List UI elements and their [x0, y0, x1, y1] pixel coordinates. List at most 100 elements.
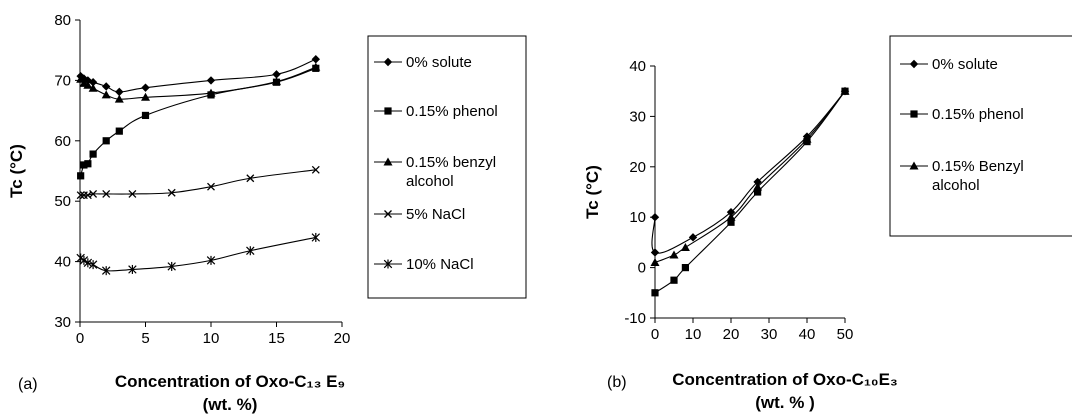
b-y-axis-title: Tc (°C): [583, 165, 602, 219]
a-series-1-point: [311, 55, 320, 64]
a-series-2-point: [89, 150, 97, 158]
a-series-1-point: [272, 70, 281, 79]
a-series-5-point: [128, 264, 137, 274]
a-legend-marker-1: [383, 57, 393, 67]
a-series-3-point: [206, 88, 216, 97]
a-series-4-point: [207, 182, 215, 191]
b-y-tick-label: 20: [629, 159, 646, 176]
a-series-1-point: [79, 74, 89, 83]
a-y-tick-label: 70: [54, 72, 71, 89]
a-y-tick-label: 60: [54, 133, 71, 150]
b-series-2-point: [754, 188, 762, 196]
a-legend: 0% solute 0.15% phenol 0.15% benzyl alcohol…: [367, 35, 527, 299]
a-panel-label: (a): [18, 376, 38, 393]
a-series-5-point: [311, 232, 321, 242]
b-series-3-point: [802, 134, 812, 143]
b-legend-marker-2: [910, 110, 918, 118]
b-series-3-point: [753, 182, 763, 191]
a-x-tick-label: 0: [76, 330, 84, 347]
a-series-4-point: [102, 189, 111, 198]
a-series-3-point: [114, 94, 124, 103]
a-series-2-point: [102, 137, 110, 145]
a-series-1-point: [102, 82, 111, 91]
a-series-4-point: [76, 191, 85, 200]
b-series-2-point: [681, 264, 689, 272]
b-y-tick-label: 10: [629, 209, 646, 226]
b-series-3-point: [726, 212, 736, 221]
a-series-2-point: [80, 161, 88, 169]
b-series-2-point: [727, 218, 735, 226]
a-x-tick-label: 5: [141, 330, 149, 347]
b-x-axis-title-line2: (wt. % ): [755, 393, 815, 412]
b-series-line-1: [651, 90, 846, 254]
b-series-1-point: [650, 248, 660, 257]
a-series-line-4: [80, 169, 316, 196]
a-series-5-point: [246, 246, 255, 256]
a-series-4-point: [128, 189, 137, 198]
a-series-2-point: [115, 127, 123, 135]
a-x-axis-title: Concentration of Oxo-C₁₃ E₉: [115, 372, 345, 391]
b-series-3-point: [669, 250, 679, 259]
a-legend-marker-2: [384, 107, 392, 115]
b-x-tick-label: 50: [837, 326, 854, 343]
a-y-tick-label: 40: [54, 254, 71, 271]
a-series-line-1: [80, 58, 316, 93]
a-legend-marker-4: [384, 210, 392, 218]
a-x-tick-label: 20: [334, 330, 351, 347]
b-legend-label-3: alcohol: [932, 177, 980, 194]
b-x-tick-label: 10: [685, 326, 702, 343]
a-series-2-point: [84, 160, 92, 168]
a-series-2-point: [141, 111, 150, 120]
a-y-tick-label: 30: [54, 314, 71, 331]
b-series-3-point: [840, 86, 850, 95]
a-series-5-point: [79, 255, 89, 265]
b-legend-marker-3: [909, 161, 919, 170]
chart-panel-a: 30 40 50 60 70 80 0 5 10 15 20 Tc (°C) Concentration…: [7, 12, 527, 414]
b-legend-label-2: 0.15% phenol: [932, 106, 1024, 123]
b-x-tick-label: 20: [723, 326, 740, 343]
b-legend-marker-1: [909, 59, 919, 69]
a-legend-marker-3: [383, 157, 393, 166]
a-series-1-point: [115, 87, 124, 97]
a-y-tick-label: 80: [54, 12, 71, 29]
chart-panel-b: -10 0 10 20 30 40 0 10 20 30 40 50 Tc (°C) Concentrat…: [583, 35, 1072, 412]
a-series-1-point: [88, 78, 98, 87]
a-series-3-point: [88, 83, 98, 92]
a-legend-box: [367, 35, 527, 299]
a-x-tick-label: 10: [203, 330, 220, 347]
a-series-line-3: [80, 66, 316, 100]
b-series-2-point: [670, 276, 678, 284]
b-series-2-point: [651, 289, 659, 297]
a-series-3-point: [76, 74, 86, 83]
b-series-3-point: [650, 258, 660, 267]
b-series-1-point: [650, 213, 660, 222]
a-series-5-point: [206, 255, 216, 265]
b-legend: 0% solute 0.15% phenol 0.15% Benzyl alcohol: [889, 35, 1072, 237]
b-x-tick-label: 40: [799, 326, 816, 343]
a-y-axis-title: Tc (°C): [7, 144, 26, 198]
b-series-line-2: [654, 90, 846, 294]
b-series-1-point: [688, 233, 698, 242]
b-x-tick-label: 30: [761, 326, 778, 343]
a-series-5-point: [167, 261, 176, 271]
a-legend-label-4: 5% NaCl: [406, 206, 465, 223]
a-series-2-point: [77, 172, 85, 180]
b-y-tick-label: 0: [638, 260, 646, 277]
a-series-3-point: [83, 80, 93, 89]
a-series-4-point: [89, 189, 98, 198]
b-y-tick-label: 30: [629, 108, 646, 125]
b-x-tick-label: 0: [651, 326, 659, 343]
a-legend-label-3: alcohol: [406, 173, 454, 190]
b-x-axis-title: Concentration of Oxo-C₁₀E₃: [672, 370, 898, 389]
a-series-3-point: [101, 90, 111, 99]
a-legend-label-3: 0.15% benzyl: [406, 154, 496, 171]
a-series-4-point: [246, 174, 255, 183]
a-legend-label-5: 10% NaCl: [406, 256, 474, 273]
a-series-5-point: [101, 266, 111, 276]
b-series-line-3: [654, 90, 846, 264]
b-legend-label-1: 0% solute: [932, 56, 998, 73]
a-series-4-point: [167, 188, 176, 197]
a-legend-label-1: 0% solute: [406, 54, 472, 71]
a-series-3-point: [272, 77, 281, 86]
b-legend-label-3: 0.15% Benzyl: [932, 158, 1024, 175]
